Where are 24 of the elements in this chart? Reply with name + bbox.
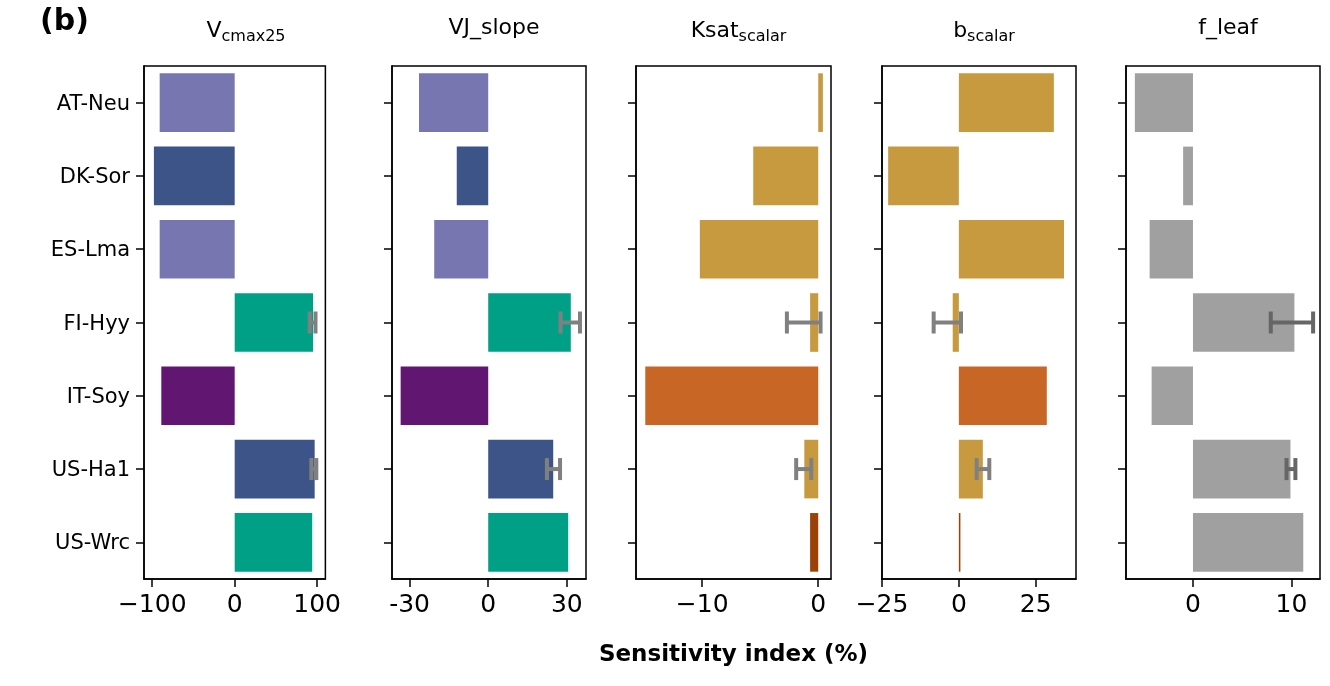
x-tick-label: 0 bbox=[480, 589, 497, 618]
y-tick-label: AT-Neu bbox=[56, 90, 130, 115]
x-tick-label: 0 bbox=[1185, 589, 1201, 618]
y-tick-label: US-Wrc bbox=[55, 530, 130, 555]
x-tick-label: -30 bbox=[389, 589, 430, 618]
x-tick-label: −100 bbox=[117, 589, 187, 618]
y-tick-label: IT-Soy bbox=[66, 383, 130, 408]
chart-title: f_leaf bbox=[1198, 13, 1260, 40]
y-tick-label: ES-Lma bbox=[50, 237, 130, 262]
x-tick-label: −25 bbox=[855, 589, 909, 618]
x-tick-label: 0 bbox=[226, 589, 243, 618]
x-tick-label: 0 bbox=[810, 589, 827, 618]
x-tick-label: 10 bbox=[1275, 589, 1308, 618]
x-axis-title: Sensitivity index (%) bbox=[598, 639, 869, 666]
y-tick-label: US-Ha1 bbox=[51, 457, 130, 482]
x-tick-label: 100 bbox=[293, 589, 341, 618]
x-tick-label: 25 bbox=[1019, 589, 1052, 618]
x-tick-label: −10 bbox=[675, 589, 729, 618]
y-tick-label: FI-Hyy bbox=[63, 310, 130, 335]
x-tick-label: 0 bbox=[950, 589, 967, 618]
chart-title: VJ_slope bbox=[448, 13, 540, 40]
y-tick-label: DK-Sor bbox=[59, 163, 131, 188]
x-tick-label: 30 bbox=[550, 589, 583, 618]
text: (b) bbox=[40, 1, 89, 37]
